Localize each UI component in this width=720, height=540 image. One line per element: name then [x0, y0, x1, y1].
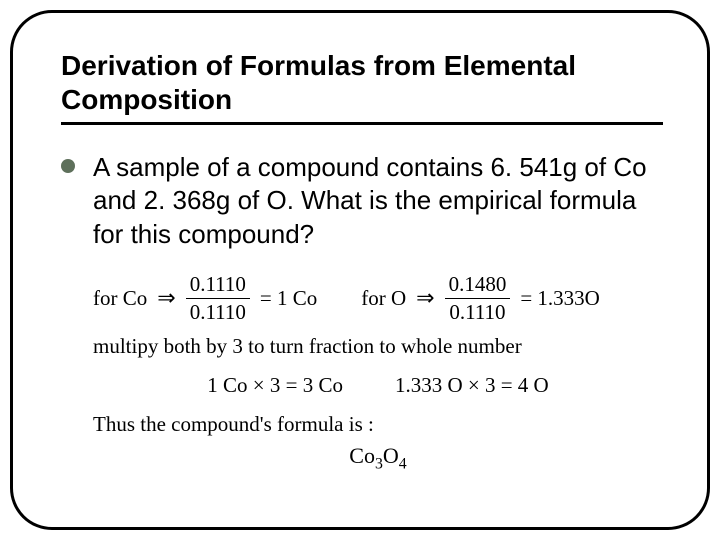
- fraction-o: 0.1480 0.1110: [445, 273, 511, 324]
- formula-co: Co: [349, 443, 375, 468]
- formula-sub1: 3: [375, 455, 383, 472]
- bullet-icon: [61, 159, 75, 173]
- math-row-products: 1 Co × 3 = 3 Co 1.333 O × 3 = 4 O: [93, 373, 663, 398]
- ratio-o-result: = 1.333O: [520, 286, 600, 311]
- ratio-co-label: for Co: [93, 286, 147, 311]
- math-row-thus: Thus the compound's formula is :: [93, 412, 663, 437]
- arrow-icon: ⇒: [157, 285, 175, 311]
- body-text: A sample of a compound contains 6. 541g …: [93, 151, 663, 251]
- ratio-co-result: = 1 Co: [260, 286, 317, 311]
- math-area: for Co ⇒ 0.1110 0.1110 = 1 Co for O ⇒ 0.…: [61, 273, 663, 473]
- product-co: 1 Co × 3 = 3 Co: [207, 373, 343, 398]
- frac-o-den: 0.1110: [445, 298, 509, 324]
- slide-title: Derivation of Formulas from Elemental Co…: [61, 49, 663, 125]
- slide-frame: Derivation of Formulas from Elemental Co…: [10, 10, 710, 530]
- formula-sub2: 4: [399, 455, 407, 472]
- ratio-o: for O ⇒ 0.1480 0.1110 = 1.333O: [361, 273, 600, 324]
- empirical-formula: Co3O4: [93, 443, 663, 473]
- frac-co-num: 0.1110: [186, 273, 250, 298]
- frac-co-den: 0.1110: [186, 298, 250, 324]
- fraction-co: 0.1110 0.1110: [186, 273, 250, 324]
- math-row-multiply: multipy both by 3 to turn fraction to wh…: [93, 334, 663, 359]
- ratio-co: for Co ⇒ 0.1110 0.1110 = 1 Co: [93, 273, 317, 324]
- arrow-icon: ⇒: [416, 285, 434, 311]
- formula-o: O: [383, 443, 399, 468]
- product-o: 1.333 O × 3 = 4 O: [395, 373, 549, 398]
- body-row: A sample of a compound contains 6. 541g …: [61, 151, 663, 251]
- math-row-ratios: for Co ⇒ 0.1110 0.1110 = 1 Co for O ⇒ 0.…: [93, 273, 663, 324]
- ratio-o-label: for O: [361, 286, 406, 311]
- frac-o-num: 0.1480: [445, 273, 511, 298]
